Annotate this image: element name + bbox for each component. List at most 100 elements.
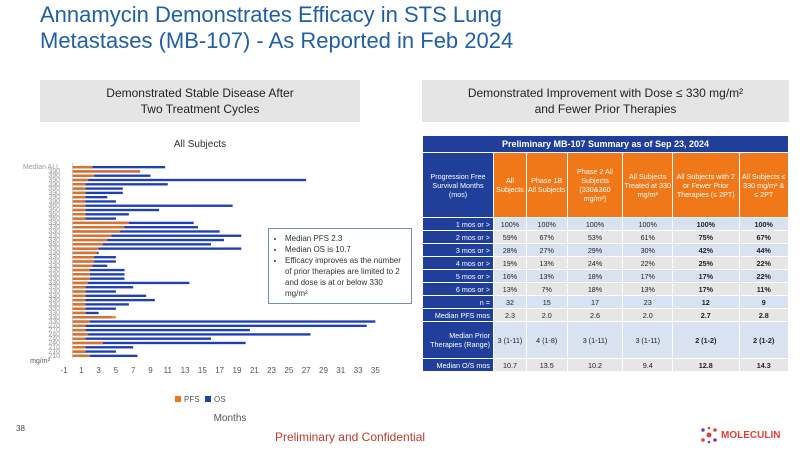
row-label: Median Prior Therapies (Range) [422, 321, 494, 359]
y-tick-label: 330 [48, 289, 60, 296]
molecule-icon [701, 426, 717, 444]
table-cell: 67% [525, 230, 568, 244]
legend-label-pfs: PFS [184, 395, 200, 404]
pfs-bar [72, 281, 89, 285]
table-cell: 100% [738, 217, 789, 231]
pfs-bar [72, 217, 86, 220]
callout-box: Median PFS 2.3 Median OS is 10.7 Efficac… [268, 228, 412, 304]
table-cell: 13% [622, 282, 674, 296]
y-tick-label: 210 [48, 353, 60, 360]
table-cell: 100% [622, 217, 674, 231]
pfs-bar [72, 294, 86, 297]
pfs-bar [72, 316, 116, 319]
table-cell: 100% [525, 217, 568, 231]
table-cell: 27% [525, 243, 568, 257]
os-bar [72, 290, 116, 293]
os-bar [72, 226, 199, 229]
pfs-bar [72, 333, 89, 336]
y-tick-label: 330 [48, 246, 60, 253]
table-row: 1 mos or >100% 100% 100% 100% 100% 100% [422, 217, 789, 231]
y-tick-label: 390 [48, 194, 60, 201]
callout-item: Median PFS 2.3 [285, 233, 407, 244]
os-bar [72, 346, 134, 349]
y-tick-label: 330 [48, 263, 60, 270]
row-label: 2 mos or > [422, 230, 494, 244]
callout-item: Median OS is 10.7 [285, 244, 407, 255]
os-bar [72, 174, 151, 177]
x-tick-label: 35 [371, 366, 380, 375]
pfs-bar [72, 346, 86, 349]
table-caption: Preliminary MB-107 Summary as of Sep 23,… [422, 135, 789, 153]
pfs-bar [72, 170, 141, 173]
os-bar [72, 183, 168, 186]
right-panel-heading: Demonstrated Improvement with Dose ≤ 330… [422, 80, 789, 122]
os-bar [72, 247, 242, 250]
row-label: 6 mos or > [422, 282, 494, 296]
table-row: 4 mos or >19% 13% 24% 22% 25% 22% [422, 256, 789, 270]
table-cell: 42% [672, 243, 740, 257]
table-cell: 17% [672, 269, 740, 283]
pfs-bar [72, 213, 86, 216]
pfs-bar [72, 260, 95, 263]
table-cell: 22% [738, 256, 789, 270]
table-cell: 3 (1-11) [622, 321, 674, 359]
table-row: Median Prior Therapies (Range) 3 (1-11) 4 … [422, 321, 789, 359]
os-bar [72, 277, 125, 280]
x-axis-label: Months [214, 413, 247, 424]
pfs-bar [72, 268, 90, 272]
table-header: All Subjects with 2 or Fewer Prior Thera… [672, 152, 740, 218]
pfs-bar [72, 200, 86, 203]
table-cell: 10.2 [566, 358, 624, 372]
table-cell: 22% [738, 269, 789, 283]
table-cell: 18% [566, 282, 624, 296]
table-cell: 2.0 [525, 308, 568, 322]
table-cell: 3 (1-11) [566, 321, 624, 359]
table-cell: 13% [525, 269, 568, 283]
os-bar [72, 273, 125, 276]
x-tick-label: 9 [148, 366, 153, 375]
pfs-bar [72, 243, 103, 246]
row-label: 1 mos or > [422, 217, 494, 231]
pfs-bar [72, 204, 86, 207]
y-tick-label: 390 [48, 168, 60, 175]
pfs-bar [72, 165, 93, 169]
pfs-bar [72, 221, 129, 225]
row-label: Median O/S mos [422, 358, 494, 372]
table-cell: 32 [493, 295, 527, 309]
y-tick-label: 330 [48, 267, 60, 274]
y-tick-label: 240 [48, 331, 60, 338]
table-cell: 16% [493, 269, 527, 283]
x-tick-label: 15 [198, 366, 207, 375]
callout-item: Efficacy improves as the number of prior… [285, 255, 407, 299]
os-bar [72, 350, 116, 353]
os-bar [72, 294, 147, 297]
slide-title: Annamycin Demonstrates Efficacy in STS L… [40, 2, 514, 53]
y-tick-label: 390 [48, 177, 60, 184]
y-tick-label: 330 [48, 220, 60, 227]
os-bar [72, 286, 134, 289]
y-tick-label: 330 [48, 259, 60, 266]
table-cell: 17% [622, 269, 674, 283]
os-bar [72, 234, 242, 237]
y-tick-label: 330 [48, 280, 60, 287]
legend-swatch-pfs [175, 396, 181, 402]
row-label: 5 mos or > [422, 269, 494, 283]
table-cell: 13% [525, 256, 568, 270]
os-bar [72, 217, 116, 220]
table-header: Phase 1B All Subjects [525, 152, 568, 218]
pfs-bar [72, 341, 103, 345]
x-tick-label: 3 [96, 366, 101, 375]
table-cell: 25% [672, 256, 740, 270]
table-cell: 13.5 [525, 358, 568, 372]
y-tick-label: 330 [48, 310, 60, 317]
x-tick-label: 29 [319, 366, 328, 375]
table-header: Phase 2 All Subjects (330&360 mg/m²) [566, 152, 624, 218]
os-bar [72, 238, 224, 242]
y-tick-label: 390 [48, 186, 60, 193]
x-tick-label: 17 [215, 366, 224, 375]
table-cell: 100% [566, 217, 624, 231]
row-label: Median PFS mos [422, 308, 494, 322]
os-bar [72, 165, 166, 169]
table-row: 3 mos or >28% 27% 29% 30% 42% 44% [422, 243, 789, 257]
